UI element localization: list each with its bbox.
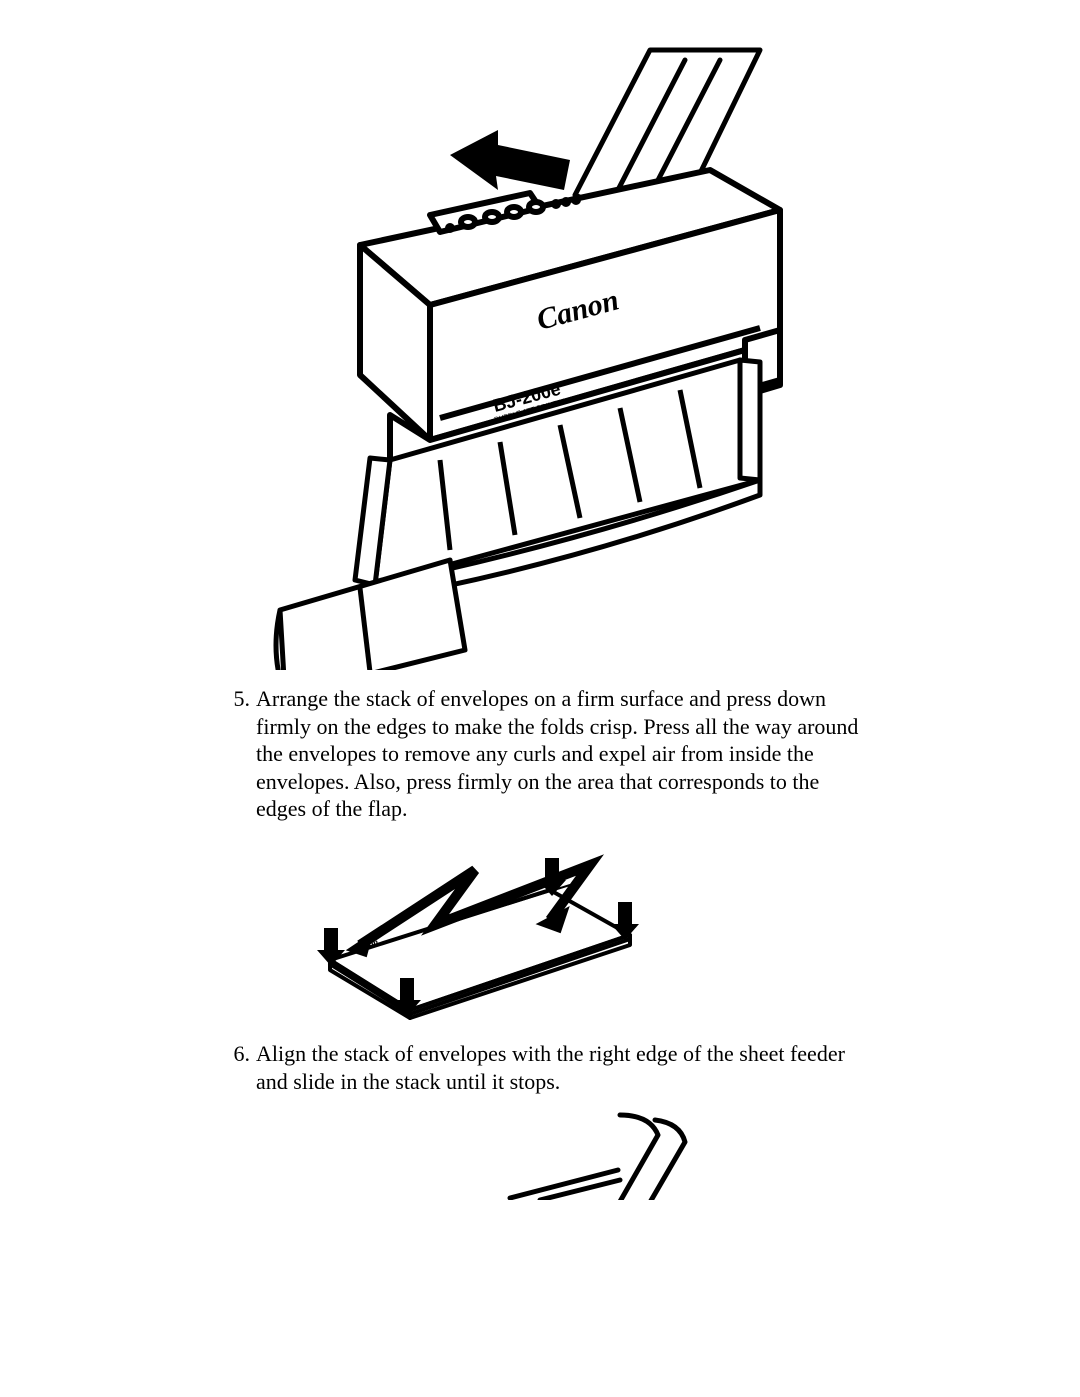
step-text: Arrange the stack of envelopes on a firm…	[256, 685, 860, 823]
feeder-partial-illustration	[500, 1110, 720, 1200]
step-6-block: 6. Align the stack of envelopes with the…	[220, 1040, 860, 1103]
list-item: 5. Arrange the stack of envelopes on a f…	[220, 685, 860, 823]
step-number: 5.	[220, 685, 256, 823]
step-5-block: 5. Arrange the stack of envelopes on a f…	[220, 685, 860, 831]
step-number: 6.	[220, 1040, 256, 1095]
step-text: Align the stack of envelopes with the ri…	[256, 1040, 860, 1095]
printer-illustration: Canon BJ-200e BUBBLE JET PRINTER	[240, 40, 800, 670]
list-item: 6. Align the stack of envelopes with the…	[220, 1040, 860, 1095]
manual-page: Canon BJ-200e BUBBLE JET PRINTER	[0, 0, 1080, 1397]
envelope-illustration: Canon	[300, 830, 640, 1020]
